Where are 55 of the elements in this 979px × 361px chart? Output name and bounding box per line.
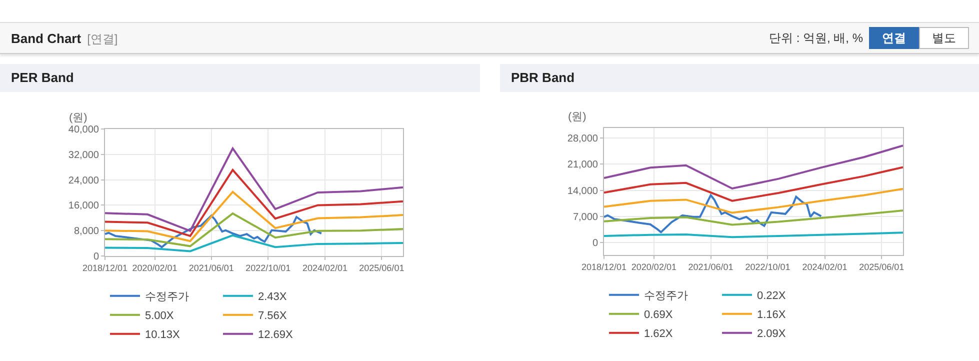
x-tick-label: 2021/06/01 <box>688 262 734 272</box>
legend-label: 5.00X <box>145 310 174 322</box>
y-axis-title: (원) <box>568 111 586 123</box>
x-tick-label: 2025/06/01 <box>859 262 904 272</box>
line-series <box>604 166 903 202</box>
text: 연결 <box>869 27 919 49</box>
legend-label: 2.43X <box>258 291 288 304</box>
x-tick-label: 2024/02/01 <box>302 262 348 273</box>
legend-label: 7.56X <box>258 310 288 322</box>
x-tick-label: 2020/02/01 <box>631 262 676 272</box>
line-series <box>105 214 322 248</box>
y-tick-label: 28,000 <box>567 134 598 145</box>
y-tick-label: 16,000 <box>68 200 100 212</box>
line-series <box>105 147 403 232</box>
line-series <box>105 168 403 237</box>
x-tick-label: 2025/06/01 <box>359 262 404 273</box>
legend-label: 0.69X <box>644 309 674 322</box>
line-series <box>105 234 403 252</box>
legend-label: 12.69X <box>258 329 294 342</box>
legend-label: 수정주가 <box>644 290 688 302</box>
y-tick-label: 8,000 <box>74 226 100 238</box>
text: 별도 <box>919 27 969 49</box>
x-tick-label: 2022/10/01 <box>745 262 790 272</box>
y-tick-label: 0 <box>592 238 598 250</box>
text: [연결] <box>87 32 118 46</box>
y-tick-label: 24,000 <box>68 175 100 186</box>
line-series <box>604 144 903 190</box>
x-tick-label: 2018/12/01 <box>82 262 128 273</box>
chart-title: PER Band <box>0 64 480 92</box>
x-tick-label: 2021/06/01 <box>188 262 234 273</box>
text: Band Chart <box>11 31 82 46</box>
x-tick-label: 2022/10/01 <box>246 262 291 273</box>
x-tick-label: 2020/02/01 <box>132 262 178 273</box>
line-series <box>604 194 822 234</box>
y-tick-label: 14,000 <box>567 186 598 197</box>
y-tick-label: 0 <box>93 252 100 262</box>
legend-label: 10.13X <box>145 329 181 342</box>
line-series <box>105 212 403 248</box>
line-series <box>604 210 903 226</box>
y-tick-label: 7,000 <box>572 212 598 224</box>
line-series <box>604 188 903 214</box>
line-series <box>105 190 403 242</box>
legend-label: 2.09X <box>757 328 786 340</box>
legend-label: 1.16X <box>757 309 786 322</box>
y-tick-label: 40,000 <box>68 124 100 136</box>
y-tick-label: 21,000 <box>567 160 598 171</box>
y-axis-title: (원) <box>69 112 88 124</box>
legend-label: 0.22X <box>757 290 786 302</box>
text: 단위 : 억원, 배, % <box>768 30 863 46</box>
y-tick-label: 32,000 <box>68 150 100 161</box>
x-tick-label: 2024/02/01 <box>802 262 848 272</box>
legend-label: 1.62X <box>644 328 674 340</box>
chart-title: PBR Band <box>500 64 979 92</box>
x-tick-label: 2018/12/01 <box>581 262 627 272</box>
legend-label: 수정주가 <box>145 291 189 304</box>
